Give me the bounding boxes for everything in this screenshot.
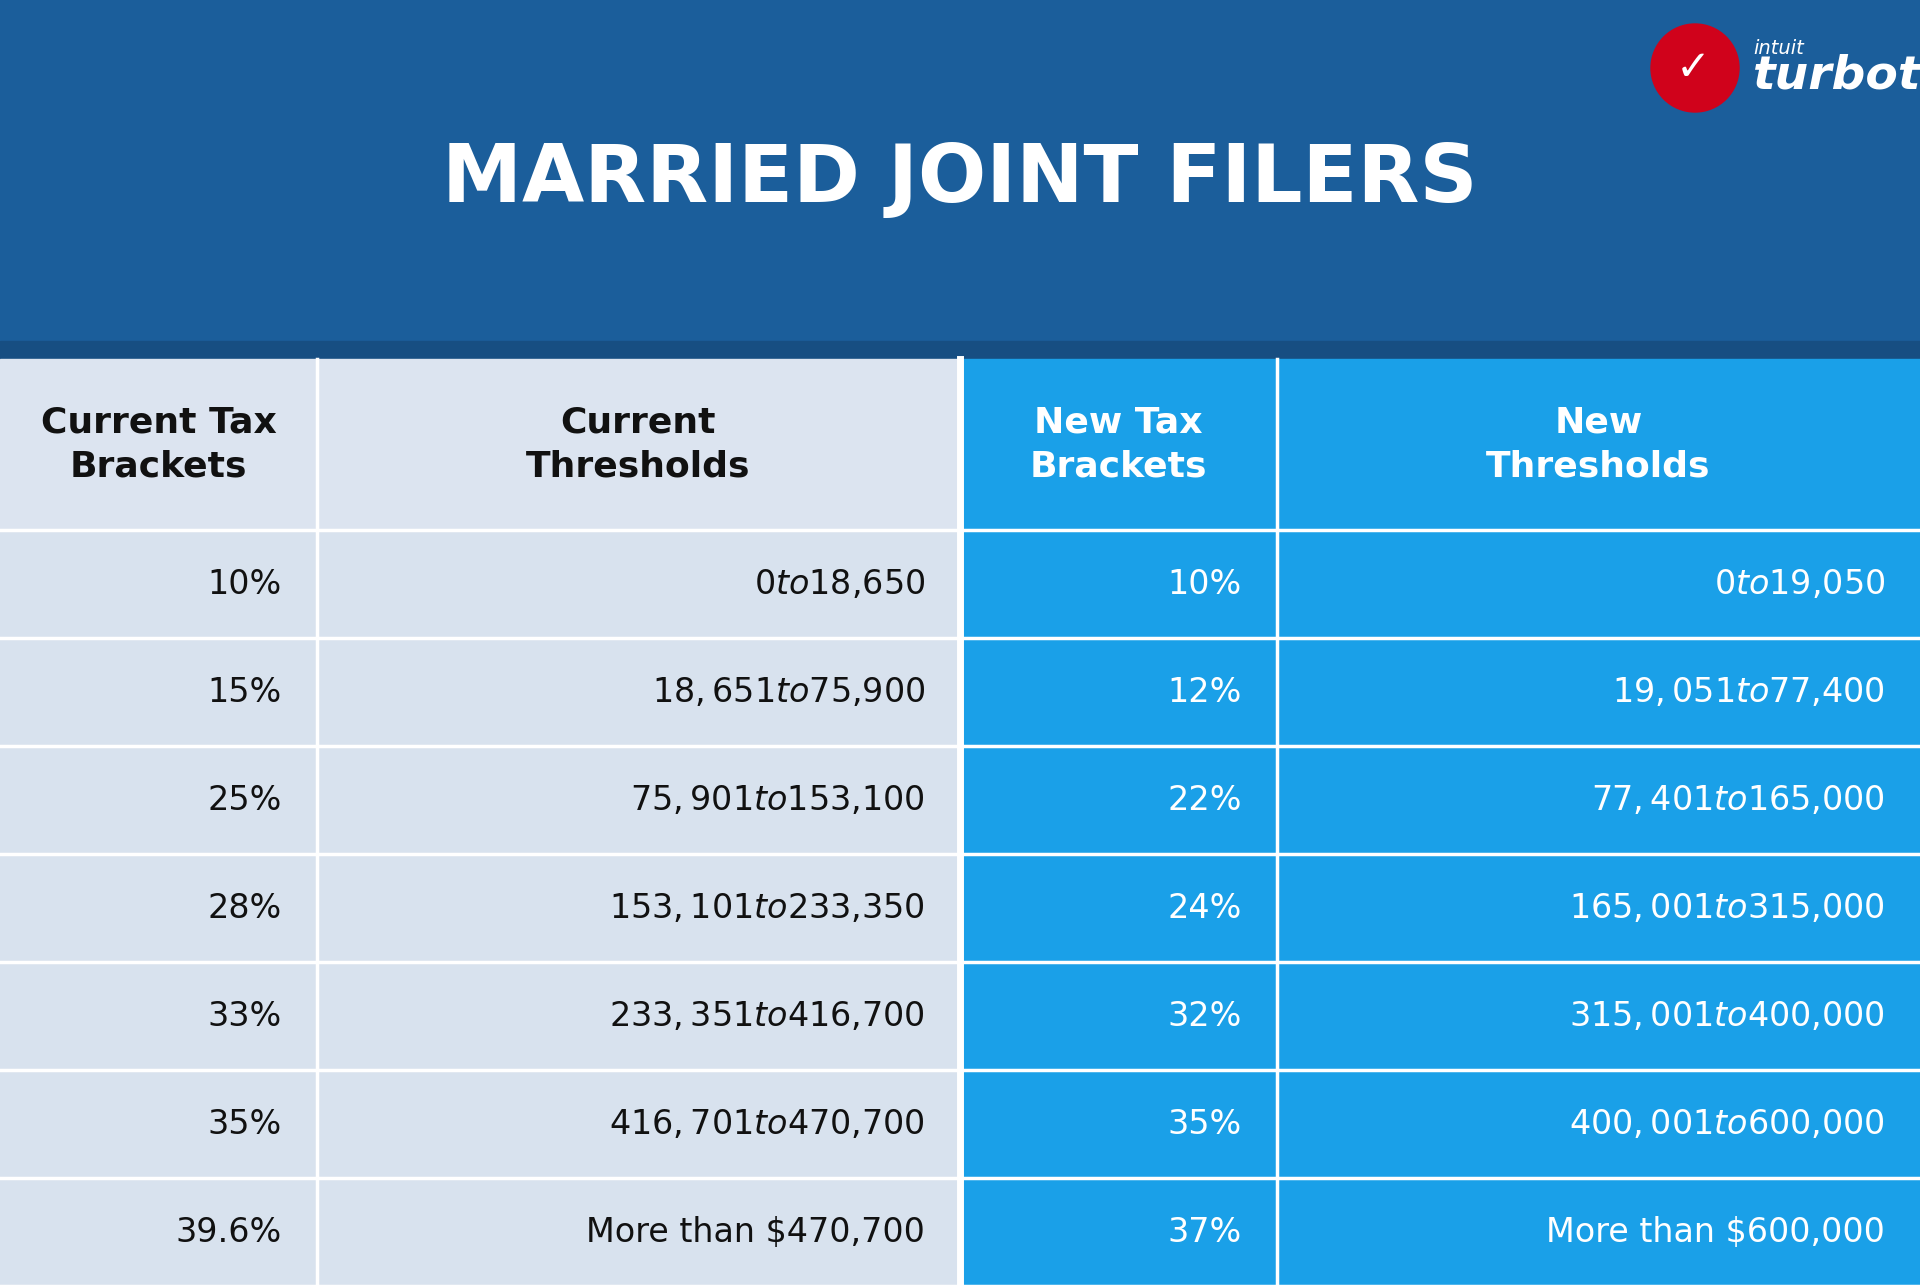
Text: 10%: 10%: [207, 568, 282, 601]
Circle shape: [1651, 24, 1740, 112]
Text: $416,701 to $470,700: $416,701 to $470,700: [609, 1107, 925, 1141]
Bar: [0, 530, 317, 638]
Bar: [1277, 359, 1920, 530]
Text: 32%: 32%: [1167, 999, 1242, 1033]
Text: $0 to $18,650: $0 to $18,650: [755, 568, 925, 601]
Bar: [317, 1178, 960, 1286]
Bar: [0, 962, 317, 1070]
Text: New Tax
Brackets: New Tax Brackets: [1029, 406, 1208, 484]
Text: turbotax.: turbotax.: [1753, 54, 1920, 99]
Bar: [317, 638, 960, 746]
Text: 15%: 15%: [207, 675, 282, 709]
Bar: [317, 962, 960, 1070]
Text: $77,401 to $165,000: $77,401 to $165,000: [1592, 783, 1885, 817]
Bar: [0, 0, 1920, 341]
Text: 10%: 10%: [1167, 568, 1242, 601]
Bar: [0, 638, 317, 746]
Bar: [960, 1070, 1277, 1178]
Bar: [0, 341, 1920, 359]
Bar: [960, 359, 1277, 530]
Bar: [1277, 1178, 1920, 1286]
Bar: [960, 962, 1277, 1070]
Bar: [0, 1070, 317, 1178]
Bar: [317, 359, 960, 530]
Bar: [0, 746, 317, 854]
Text: More than $600,000: More than $600,000: [1546, 1215, 1885, 1249]
Text: $75,901 to $153,100: $75,901 to $153,100: [630, 783, 925, 817]
Text: 12%: 12%: [1167, 675, 1242, 709]
Text: ✓: ✓: [1676, 48, 1711, 89]
Bar: [317, 1070, 960, 1178]
Text: MARRIED JOINT FILERS: MARRIED JOINT FILERS: [442, 141, 1478, 220]
Bar: [0, 1178, 317, 1286]
Text: 39.6%: 39.6%: [175, 1215, 282, 1249]
Bar: [1277, 746, 1920, 854]
Bar: [1277, 638, 1920, 746]
Text: More than $470,700: More than $470,700: [586, 1215, 925, 1249]
Bar: [317, 530, 960, 638]
Bar: [1277, 962, 1920, 1070]
Bar: [1277, 854, 1920, 962]
Bar: [1277, 1070, 1920, 1178]
Bar: [960, 854, 1277, 962]
Bar: [960, 746, 1277, 854]
Text: New
Thresholds: New Thresholds: [1486, 406, 1711, 484]
Text: $153,101 to $233,350: $153,101 to $233,350: [609, 891, 925, 925]
Bar: [317, 746, 960, 854]
Text: intuit: intuit: [1753, 39, 1803, 58]
Text: 35%: 35%: [207, 1107, 282, 1141]
Bar: [960, 638, 1277, 746]
Text: 33%: 33%: [207, 999, 282, 1033]
Bar: [1277, 530, 1920, 638]
Text: 25%: 25%: [207, 783, 282, 817]
Bar: [960, 530, 1277, 638]
Text: 35%: 35%: [1167, 1107, 1242, 1141]
Bar: [960, 1178, 1277, 1286]
Text: 28%: 28%: [207, 891, 282, 925]
Text: Current Tax
Brackets: Current Tax Brackets: [40, 406, 276, 484]
Bar: [0, 854, 317, 962]
Text: 22%: 22%: [1167, 783, 1242, 817]
Text: $400,001 to $600,000: $400,001 to $600,000: [1569, 1107, 1885, 1141]
Text: $18,651 to $75,900: $18,651 to $75,900: [651, 675, 925, 709]
Text: 24%: 24%: [1167, 891, 1242, 925]
Text: $0 to $19,050: $0 to $19,050: [1715, 568, 1885, 601]
Bar: [317, 854, 960, 962]
Text: $315,001 to $400,000: $315,001 to $400,000: [1569, 999, 1885, 1033]
Text: $165,001 to $315,000: $165,001 to $315,000: [1569, 891, 1885, 925]
Text: 37%: 37%: [1167, 1215, 1242, 1249]
Text: $19,051 to $77,400: $19,051 to $77,400: [1613, 675, 1885, 709]
Bar: [0, 359, 317, 530]
Text: Current
Thresholds: Current Thresholds: [526, 406, 751, 484]
Text: $233,351 to $416,700: $233,351 to $416,700: [609, 999, 925, 1033]
